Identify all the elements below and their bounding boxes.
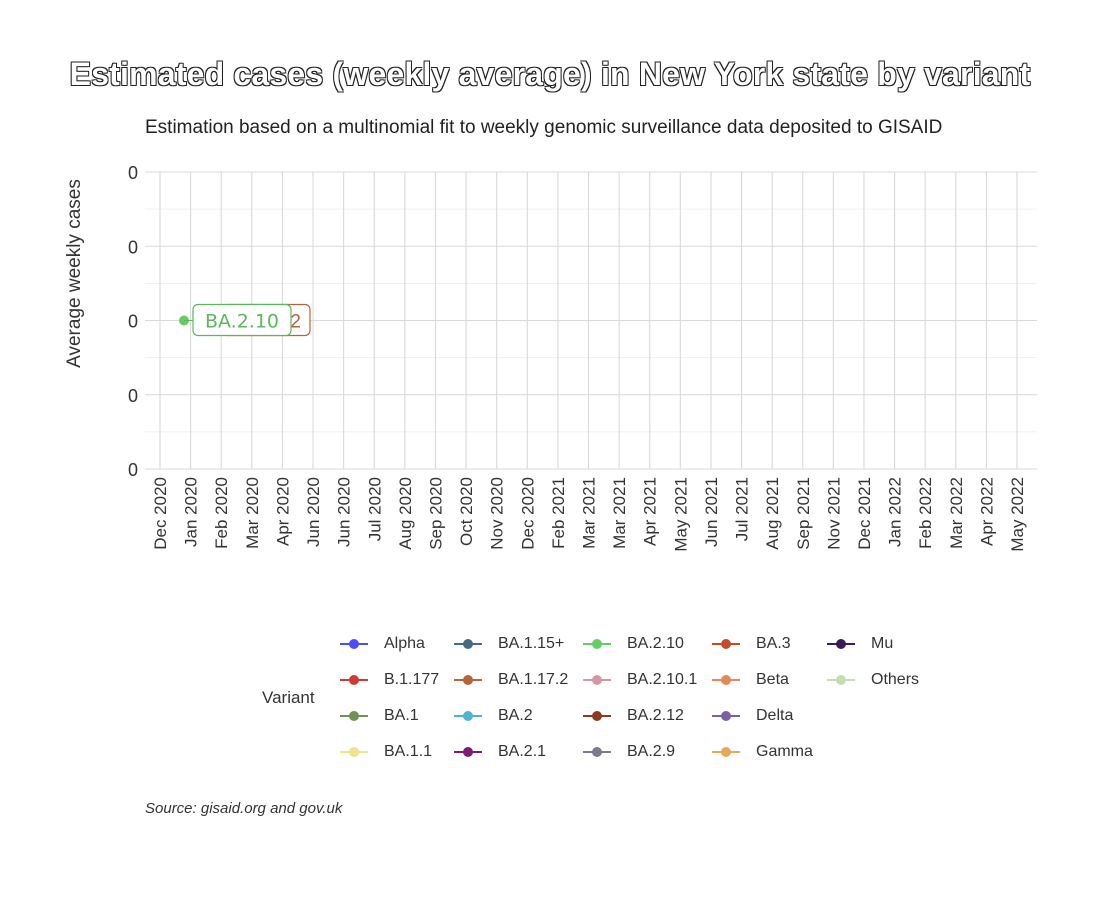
legend-label: Delta bbox=[756, 707, 794, 724]
x-tick-label: Mar 2022 bbox=[947, 477, 966, 549]
data-label: BA.2.10 bbox=[205, 311, 279, 333]
legend-item: Beta bbox=[712, 668, 789, 692]
x-tick-label: Mar 2021 bbox=[580, 477, 599, 549]
legend-label: Gamma bbox=[756, 743, 813, 760]
x-tick-label: May 2022 bbox=[1008, 477, 1027, 552]
data-label: 2 bbox=[290, 312, 301, 333]
chart-caption: Source: gisaid.org and gov.uk bbox=[145, 800, 343, 817]
legend-label: B.1.177 bbox=[384, 671, 440, 688]
x-tick-label: Jan 2020 bbox=[182, 477, 201, 547]
legend-label: BA.2.10.1 bbox=[627, 671, 698, 688]
legend-label: BA.2.9 bbox=[627, 743, 676, 760]
x-tick-label: Feb 2022 bbox=[916, 477, 935, 549]
y-tick-label: 0 bbox=[128, 237, 138, 257]
x-tick-label: Sep 2020 bbox=[426, 477, 445, 550]
legend-label: BA.2.12 bbox=[627, 707, 684, 724]
x-tick-label: Jan 2022 bbox=[886, 477, 905, 547]
x-tick-label: May 2021 bbox=[671, 477, 690, 552]
legend-key bbox=[583, 674, 611, 686]
x-tick-label: Nov 2020 bbox=[488, 477, 507, 550]
legend-key bbox=[340, 674, 368, 686]
legend-key bbox=[340, 710, 368, 722]
legend-label: Mu bbox=[871, 635, 894, 652]
legend: Alpha B.1.177 BA.1 BA.1.1 BA.1.15+ BA.1.17.2 B… bbox=[340, 632, 980, 772]
legend-item: BA.1 bbox=[340, 704, 419, 728]
x-tick-label: Aug 2021 bbox=[763, 477, 782, 550]
legend-item: BA.2.12 bbox=[583, 704, 684, 728]
legend-key bbox=[340, 638, 368, 650]
legend-item: BA.2 bbox=[454, 704, 533, 728]
legend-key bbox=[454, 674, 482, 686]
x-tick-label: Sep 2021 bbox=[794, 477, 813, 550]
x-tick-label: Dec 2021 bbox=[855, 477, 874, 550]
legend-label: BA.2.1 bbox=[498, 743, 547, 760]
x-tick-label: Dec 2020 bbox=[518, 477, 537, 550]
x-tick-label: Jun 2020 bbox=[335, 477, 354, 547]
chart-title: Estimated cases (weekly average) in New … bbox=[69, 56, 1031, 92]
legend-item: BA.2.9 bbox=[583, 740, 675, 764]
legend-label: BA.2.10 bbox=[627, 635, 684, 652]
legend-key bbox=[712, 710, 740, 722]
y-tick-label: 0 bbox=[128, 386, 138, 406]
x-tick-label: Feb 2020 bbox=[212, 477, 231, 549]
x-tick-label: Oct 2020 bbox=[457, 477, 476, 546]
legend-item: BA.2.1 bbox=[454, 740, 546, 764]
y-tick-label: 0 bbox=[128, 460, 138, 480]
x-tick-label: Mar 2021 bbox=[610, 477, 629, 549]
legend-item: BA.2.10 bbox=[583, 632, 684, 656]
legend-key bbox=[827, 674, 855, 686]
legend-key bbox=[454, 638, 482, 650]
legend-item: BA.3 bbox=[712, 632, 791, 656]
legend-item: B.1.177 bbox=[340, 668, 439, 692]
y-tick-label: 0 bbox=[128, 163, 138, 183]
legend-key bbox=[583, 710, 611, 722]
legend-label: BA.2 bbox=[498, 707, 533, 724]
legend-label: BA.1 bbox=[384, 707, 419, 724]
legend-key bbox=[583, 746, 611, 758]
legend-key bbox=[712, 638, 740, 650]
legend-title: Variant bbox=[262, 688, 315, 707]
chart-subtitle: Estimation based on a multinomial fit to… bbox=[145, 117, 943, 138]
legend-key bbox=[583, 638, 611, 650]
legend-key bbox=[712, 746, 740, 758]
legend-item: Gamma bbox=[712, 740, 813, 764]
legend-item: BA.2.10.1 bbox=[583, 668, 697, 692]
legend-key bbox=[827, 638, 855, 650]
legend-label: Beta bbox=[756, 671, 789, 688]
line-chart: 0 0 0 0 0 Dec 2020 Jan 2020 Feb 2020 Mar 2020 Apr… bbox=[64, 163, 1037, 552]
legend-item: BA.1.1 bbox=[340, 740, 432, 764]
legend-item: BA.1.17.2 bbox=[454, 668, 568, 692]
x-tick-label: Apr 2021 bbox=[641, 477, 660, 546]
legend-label: BA.3 bbox=[756, 635, 791, 652]
x-tick-label: Jun 2021 bbox=[702, 477, 721, 547]
legend-label: Alpha bbox=[384, 635, 425, 652]
y-axis-title: Average weekly cases bbox=[64, 179, 85, 368]
y-tick-label: 0 bbox=[128, 312, 138, 332]
x-tick-label: Jul 2020 bbox=[365, 477, 384, 541]
legend-label: BA.1.15+ bbox=[498, 635, 565, 652]
legend-item: Delta bbox=[712, 704, 793, 728]
legend-item: Others bbox=[827, 668, 919, 692]
x-tick-label: Aug 2020 bbox=[396, 477, 415, 550]
legend-key bbox=[454, 746, 482, 758]
legend-key bbox=[712, 674, 740, 686]
data-label-box bbox=[192, 303, 292, 337]
legend-label: Others bbox=[871, 671, 920, 688]
legend-item: Mu bbox=[827, 632, 893, 656]
x-tick-label: Apr 2020 bbox=[273, 477, 292, 546]
legend-key bbox=[340, 746, 368, 758]
legend-key bbox=[454, 710, 482, 722]
x-tick-label: Mar 2020 bbox=[243, 477, 262, 549]
legend-label: BA.1.1 bbox=[384, 743, 433, 760]
x-tick-label: Feb 2021 bbox=[549, 477, 568, 549]
x-tick-label: Nov 2021 bbox=[824, 477, 843, 550]
legend-item: Alpha bbox=[340, 632, 425, 656]
x-tick-label: Apr 2022 bbox=[977, 477, 996, 546]
x-tick-label: Dec 2020 bbox=[151, 477, 170, 550]
x-tick-label: Jun 2020 bbox=[304, 477, 323, 547]
legend-item: BA.1.15+ bbox=[454, 632, 564, 656]
legend-label: BA.1.17.2 bbox=[498, 671, 569, 688]
x-tick-label: Jul 2021 bbox=[733, 477, 752, 541]
